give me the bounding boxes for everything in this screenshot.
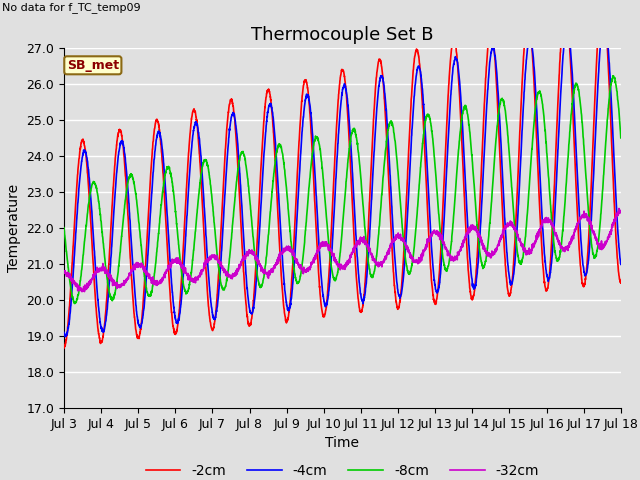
- Title: Thermocouple Set B: Thermocouple Set B: [251, 25, 434, 44]
- -2cm: [606, 101, 614, 107]
- -32cm: [124, 276, 132, 282]
- Text: SB_met: SB_met: [67, 59, 119, 72]
- Line: -2cm: -2cm: [64, 0, 621, 348]
- -4cm: [60, 329, 68, 335]
- -32cm: [60, 269, 68, 275]
- -8cm: [609, 73, 617, 79]
- -8cm: [274, 145, 282, 151]
- -8cm: [546, 196, 554, 202]
- -2cm: [617, 280, 625, 286]
- -2cm: [124, 205, 131, 211]
- Y-axis label: Temperature: Temperature: [7, 184, 21, 272]
- Line: -32cm: -32cm: [64, 208, 621, 292]
- -8cm: [298, 264, 306, 270]
- X-axis label: Time: Time: [325, 436, 360, 450]
- -2cm: [60, 345, 68, 351]
- -4cm: [124, 184, 132, 190]
- -4cm: [600, 16, 608, 22]
- Text: No data for f_TC_temp09: No data for f_TC_temp09: [1, 2, 140, 13]
- -2cm: [274, 203, 282, 209]
- -8cm: [606, 88, 614, 94]
- -8cm: [71, 301, 79, 307]
- Line: -8cm: -8cm: [64, 76, 621, 304]
- -8cm: [124, 180, 132, 186]
- -2cm: [598, 0, 606, 1]
- -32cm: [606, 231, 614, 237]
- -32cm: [615, 205, 623, 211]
- Legend: -2cm, -4cm, -8cm, -32cm: -2cm, -4cm, -8cm, -32cm: [140, 458, 545, 480]
- Line: -4cm: -4cm: [64, 19, 621, 336]
- -32cm: [617, 208, 625, 214]
- -2cm: [546, 266, 554, 272]
- -32cm: [298, 267, 306, 273]
- -32cm: [157, 277, 164, 283]
- -32cm: [274, 261, 282, 267]
- -4cm: [157, 135, 164, 141]
- -32cm: [81, 289, 88, 295]
- -4cm: [606, 78, 614, 84]
- -4cm: [274, 175, 282, 181]
- -4cm: [61, 334, 69, 339]
- -4cm: [617, 262, 625, 267]
- -8cm: [617, 135, 625, 141]
- -8cm: [60, 225, 68, 230]
- -2cm: [157, 137, 164, 143]
- -8cm: [157, 206, 164, 212]
- -4cm: [298, 132, 306, 138]
- -32cm: [546, 218, 554, 224]
- -4cm: [546, 271, 554, 277]
- -2cm: [298, 98, 305, 104]
